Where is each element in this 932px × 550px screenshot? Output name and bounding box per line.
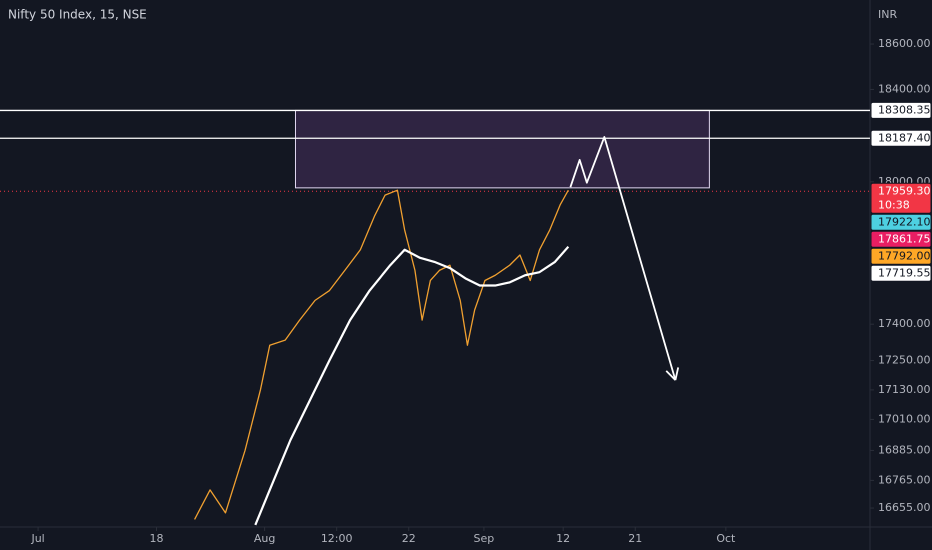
price-tag xyxy=(870,129,932,147)
y-tick-label: 17250.00 xyxy=(878,354,931,367)
x-tick-label: 12:00 xyxy=(321,532,353,545)
x-tick-label: 22 xyxy=(402,532,416,545)
y-tick-label: 16655.00 xyxy=(878,501,931,514)
price-tag xyxy=(870,247,932,265)
series-line xyxy=(194,189,569,520)
price-tag-time: 10:38 xyxy=(878,198,910,211)
price-tag-label: 17922.10 xyxy=(878,215,931,228)
currency: INR xyxy=(878,8,897,21)
price-tag xyxy=(870,213,932,231)
y-tick-label: 16885.00 xyxy=(878,443,931,456)
supply-zone xyxy=(294,109,710,189)
x-tick-label: Aug xyxy=(254,532,275,545)
y-tick-label: 16765.00 xyxy=(878,473,931,486)
price-tag-label: 18308.35 xyxy=(878,103,931,116)
x-tick-label: 18 xyxy=(149,532,163,545)
x-tick-label: Jul xyxy=(30,532,44,545)
price-tag-label: 18187.40 xyxy=(878,131,931,144)
y-tick-label: 17400.00 xyxy=(878,317,931,330)
x-tick-label: 12 xyxy=(556,532,570,545)
price-tag-label: 17861.75 xyxy=(878,232,931,245)
price-tag xyxy=(870,101,932,119)
x-tick-label: Sep xyxy=(474,532,495,545)
y-tick-label: 18600.00 xyxy=(878,37,931,50)
y-tick-label: 18400.00 xyxy=(878,82,931,95)
forecast-path xyxy=(569,136,677,381)
arrow-head xyxy=(665,370,677,381)
y-tick-label: 17010.00 xyxy=(878,412,931,425)
arrow-head xyxy=(674,367,680,381)
price-tag xyxy=(870,230,932,248)
x-tick-label: Oct xyxy=(716,532,736,545)
y-tick-label: 17130.00 xyxy=(878,383,931,396)
price-tag-label: 17719.55 xyxy=(878,266,931,279)
x-tick-label: 21 xyxy=(628,532,642,545)
price-tag-label: 17959.30 xyxy=(878,184,931,197)
price-tag xyxy=(870,182,932,214)
price-tag xyxy=(870,264,932,282)
price-tag-label: 17792.00 xyxy=(878,249,931,262)
series-line xyxy=(254,245,570,526)
chart-title: Nifty 50 Index, 15, NSE xyxy=(8,8,147,22)
